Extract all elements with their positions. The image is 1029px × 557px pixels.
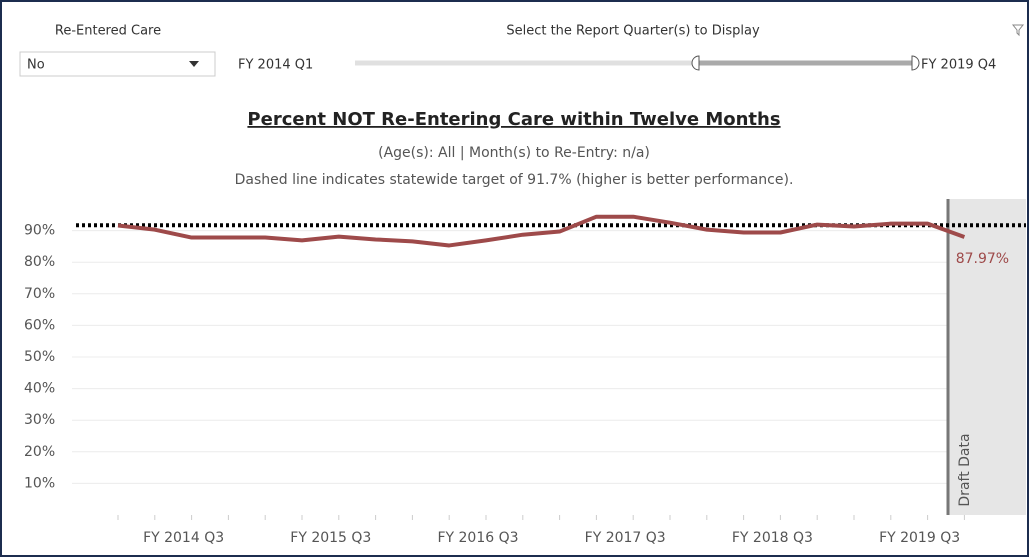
slider-end: FY 2019 Q4 [921,58,996,73]
value-label: 87.97% [956,251,1009,267]
filter-icon[interactable] [1011,24,1025,37]
draft-label: Draft Data [957,433,973,506]
y-tick-label: 20% [24,444,55,460]
x-tick-label: FY 2016 Q3 [437,530,518,546]
y-tick-label: 10% [24,475,55,491]
data-line [117,214,966,248]
y-tick-label: 70% [24,286,55,302]
y-tick-label: 80% [24,254,55,270]
y-tick-label: 50% [24,349,55,365]
x-tick-label: FY 2014 Q3 [143,530,224,546]
y-tick-label: 40% [24,381,55,397]
draft-band [948,199,1026,515]
slider-handle[interactable] [691,55,700,71]
slider-handle[interactable] [911,55,920,71]
y-tick-label: 90% [24,223,55,239]
filter-label: Re-Entered Care [55,24,161,39]
x-tick-label: FY 2019 Q3 [879,530,960,546]
chart-title: Percent NOT Re-Entering Care within Twel… [247,109,780,130]
slider-start: FY 2014 Q1 [238,58,313,73]
dropdown[interactable] [19,51,216,77]
chart-note: Dashed line indicates statewide target o… [235,172,794,188]
dropdown-arrow [189,61,199,67]
dropdown-value: No [27,58,45,73]
x-tick-label: FY 2018 Q3 [732,530,813,546]
y-tick-label: 30% [24,412,55,428]
slider-label: Select the Report Quarter(s) to Display [506,24,760,39]
chart-subtitle: (Age(s): All | Month(s) to Re-Entry: n/a… [378,145,650,161]
x-tick-label: FY 2017 Q3 [585,530,666,546]
y-tick-label: 60% [24,317,55,333]
x-tick-label: FY 2015 Q3 [290,530,371,546]
